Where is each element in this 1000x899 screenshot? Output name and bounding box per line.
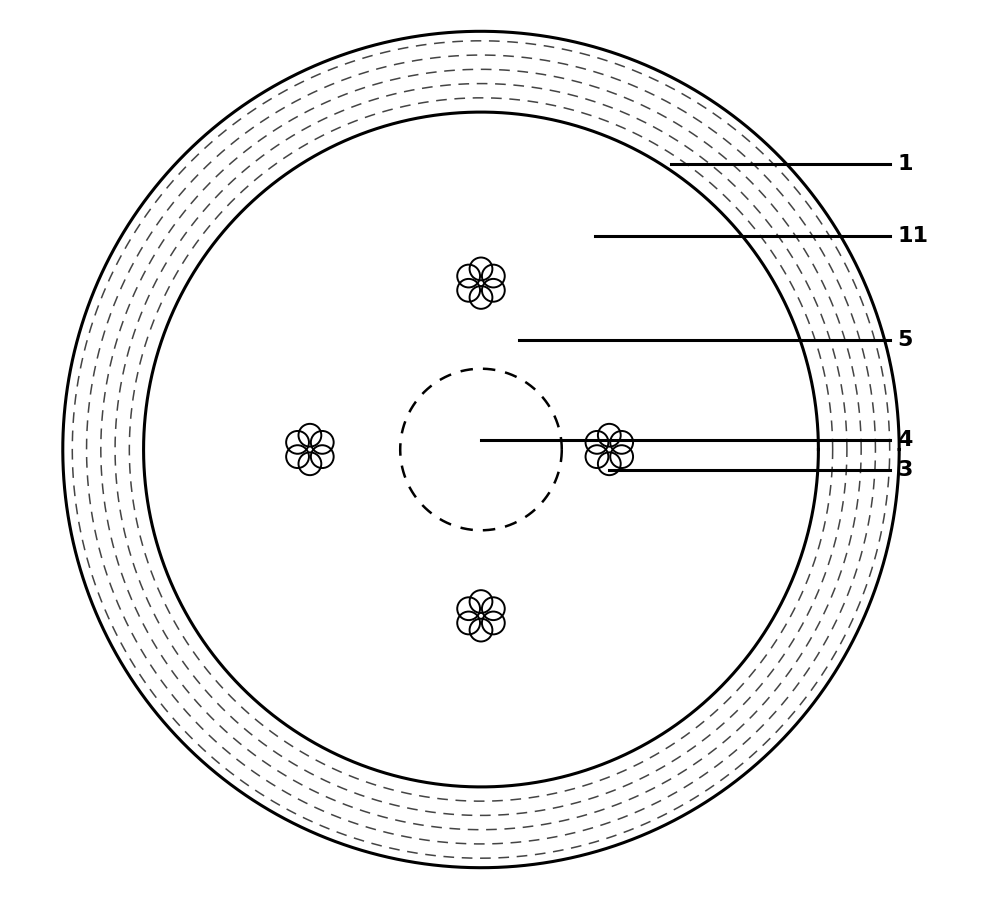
Text: 11: 11 [897, 226, 928, 245]
Text: 5: 5 [897, 330, 913, 351]
Text: 3: 3 [897, 460, 913, 480]
Text: 1: 1 [897, 155, 913, 174]
Text: 4: 4 [897, 430, 913, 450]
